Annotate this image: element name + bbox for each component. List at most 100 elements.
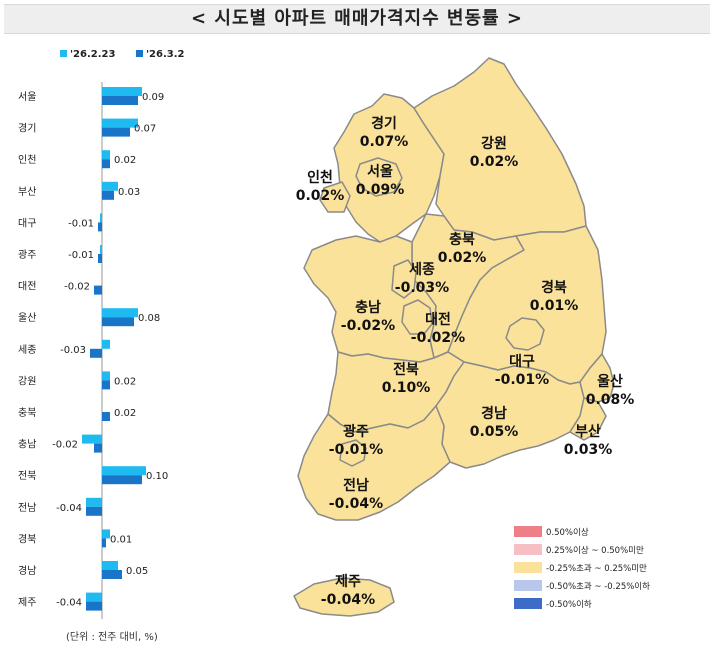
legend-color-box	[514, 562, 542, 573]
map-region-value: -0.01%	[495, 372, 549, 388]
map-region-value: 0.09%	[356, 182, 405, 198]
map-region-value: 0.02%	[470, 154, 519, 170]
category-label: 인천	[18, 154, 36, 166]
map-region-name: 충북	[449, 232, 475, 248]
legend-swatch-0	[60, 50, 67, 57]
bar-prev	[100, 213, 102, 223]
map-regions	[293, 57, 615, 617]
unit-note: (단위 : 전주 대비, %)	[66, 632, 158, 643]
bar-prev	[86, 592, 102, 602]
map-seoul	[355, 157, 403, 197]
bar-curr	[94, 443, 102, 453]
map-daejeon	[401, 299, 433, 335]
map-region-value: 0.02%	[296, 188, 345, 204]
bar-prev	[82, 434, 102, 444]
bar-curr	[94, 285, 102, 295]
page-title: < 시도별 아파트 매매가격지수 변동률 >	[4, 4, 710, 34]
map-region-value: -0.04%	[321, 592, 375, 608]
map-region-name: 충남	[355, 299, 381, 316]
category-label: 경북	[18, 532, 36, 545]
data-label: -0.04	[56, 598, 82, 609]
map-label-group: 강원 0.02%	[470, 135, 519, 170]
map-region-name: 인천	[307, 169, 333, 186]
data-label: -0.02	[64, 282, 90, 293]
map-region-value: 0.10%	[382, 380, 431, 396]
data-label: 0.07	[134, 124, 156, 135]
map-label-group: 제주 -0.04%	[321, 574, 375, 608]
data-label: 0.03	[118, 187, 140, 198]
bar-chart: '26.2.23 '26.3.2 서울 0.09 경기 0.07 인천 0.02 부산 0.03 대…	[18, 49, 185, 620]
map-label-group: 대구 -0.01%	[495, 354, 549, 388]
bar-curr	[102, 538, 106, 548]
map-incheon	[319, 181, 351, 213]
bar-curr	[102, 96, 138, 105]
map-label-group: 전남 -0.04%	[329, 477, 383, 512]
map-label-group: 충남 -0.02%	[341, 299, 395, 334]
map-region-value: -0.01%	[329, 442, 383, 458]
map-region-value: 0.05%	[470, 424, 519, 440]
category-label: 울산	[18, 312, 36, 324]
data-label: 0.09	[142, 92, 164, 103]
data-label: -0.02	[52, 440, 78, 451]
bar-prev	[102, 529, 110, 539]
category-label: 부산	[18, 186, 36, 198]
map-region-name: 서울	[367, 163, 393, 180]
category-label: 경남	[18, 564, 36, 577]
map-region-value: -0.02%	[411, 330, 465, 346]
map-region-value: 0.02%	[438, 250, 487, 266]
category-label: 강원	[18, 375, 36, 387]
category-label: 광주	[18, 249, 36, 261]
map-jeonnam	[297, 405, 451, 521]
bar-curr	[98, 222, 102, 232]
map-region-name: 경기	[371, 115, 397, 132]
data-label: -0.01	[68, 250, 94, 261]
category-label: 경기	[18, 122, 36, 135]
bar-prev	[102, 118, 138, 128]
category-label: 서울	[18, 91, 36, 103]
bar-curr	[102, 570, 122, 579]
bar-curr	[102, 475, 142, 485]
map-label-group: 부산 0.03%	[564, 423, 613, 458]
bar-prev	[102, 466, 146, 476]
legend-label-0: '26.2.23	[70, 49, 115, 60]
bar-curr	[90, 348, 102, 358]
data-label: 0.05	[126, 566, 148, 577]
map-label-group: 충북 0.02%	[438, 232, 487, 266]
map-label-group: 경남 0.05%	[470, 405, 519, 440]
map-daegu	[505, 317, 545, 351]
legend-color-box	[514, 580, 542, 591]
data-label: 0.10	[146, 471, 168, 482]
data-label: -0.03	[60, 345, 86, 356]
bar-curr	[102, 190, 114, 200]
map-region-value: 0.08%	[586, 392, 635, 408]
map-label-group: 경기 0.07%	[360, 115, 409, 150]
legend-swatch-1	[136, 50, 143, 57]
bar-prev	[86, 497, 102, 507]
bar-curr	[86, 506, 102, 516]
map-region-value: 0.03%	[564, 442, 613, 458]
map-label-group: 인천 0.02%	[296, 169, 345, 204]
map-label-group: 울산 0.08%	[586, 373, 635, 408]
category-label: 전북	[18, 470, 36, 482]
map-region-name: 대전	[425, 311, 451, 328]
data-label: 0.02	[114, 408, 136, 419]
map-gwangju	[339, 439, 367, 467]
legend-range-label: -0.50%초과 ~ -0.25%이하	[546, 581, 650, 592]
bar-curr	[102, 380, 110, 390]
content-panel: '26.2.23 '26.3.2 서울 0.09 경기 0.07 인천 0.02 부산 0.03 대…	[4, 36, 710, 650]
category-label: 충남	[18, 439, 36, 451]
map-region-value: -0.02%	[341, 318, 395, 334]
map-region-value: -0.04%	[329, 496, 383, 512]
map-region-name: 경북	[541, 279, 567, 296]
category-label: 대구	[18, 217, 36, 229]
bar-prev	[102, 371, 110, 381]
data-label: 0.01	[110, 534, 132, 545]
legend-color-box	[514, 544, 542, 555]
data-label: -0.01	[68, 218, 94, 229]
map-busan	[569, 397, 607, 441]
legend-color-box	[514, 526, 542, 537]
map-label-group: 서울 0.09%	[356, 163, 405, 198]
bar-curr	[98, 254, 102, 263]
category-label: 대전	[18, 281, 36, 293]
map-region-name: 전북	[393, 361, 419, 378]
